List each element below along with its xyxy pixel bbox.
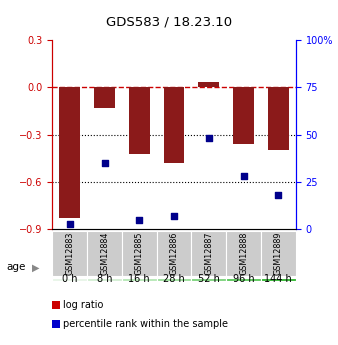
Text: 28 h: 28 h [163,275,185,284]
Bar [261,231,296,276]
Bar [226,231,261,276]
Text: 52 h: 52 h [198,275,220,284]
Text: 96 h: 96 h [233,275,255,284]
Point [171,213,177,219]
Text: GSM12884: GSM12884 [100,232,109,275]
Point [276,193,281,198]
Bar [52,231,87,276]
Text: 0 h: 0 h [62,275,77,284]
Text: 16 h: 16 h [128,275,150,284]
Bar [157,231,191,276]
Text: 144 h: 144 h [265,275,292,284]
Text: percentile rank within the sample: percentile rank within the sample [63,319,227,329]
Text: log ratio: log ratio [63,300,103,310]
Text: GSM12887: GSM12887 [204,232,213,275]
Bar [122,231,157,276]
Text: GSM12885: GSM12885 [135,232,144,275]
Bar [233,87,254,144]
Bar [122,278,157,281]
Point [67,221,72,227]
Point [206,136,212,141]
Text: age: age [7,263,26,272]
Text: GSM12888: GSM12888 [239,232,248,275]
Bar [261,278,296,281]
Text: GSM12889: GSM12889 [274,232,283,275]
Text: 8 h: 8 h [97,275,112,284]
Bar [226,278,261,281]
Bar [129,87,150,154]
Text: GSM12883: GSM12883 [65,232,74,275]
Bar [164,87,185,163]
Point [241,174,246,179]
Text: GSM12886: GSM12886 [170,232,178,275]
Point [137,217,142,223]
Bar [87,231,122,276]
Bar [94,87,115,108]
Bar [198,82,219,87]
Bar [52,278,87,281]
Bar [191,278,226,281]
Bar [87,278,122,281]
Text: GDS583 / 18.23.10: GDS583 / 18.23.10 [106,16,232,29]
Bar [157,278,191,281]
Bar [59,87,80,218]
Point [102,160,107,166]
Text: ▶: ▶ [32,263,40,272]
Bar [268,87,289,150]
Bar [191,231,226,276]
